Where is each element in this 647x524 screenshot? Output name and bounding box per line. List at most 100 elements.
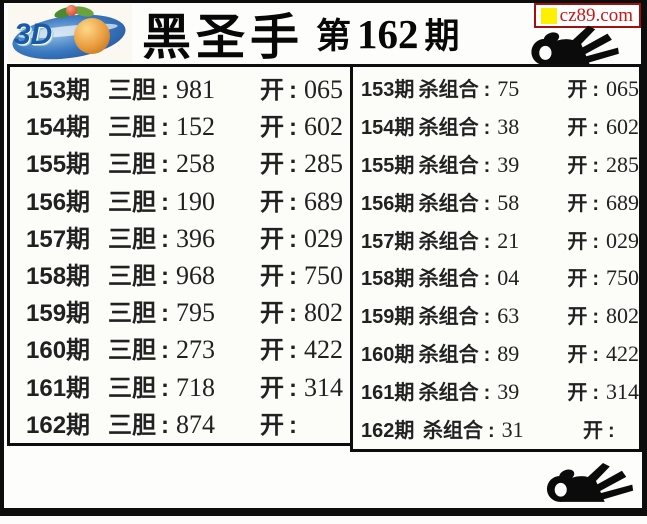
colon-separator: : bbox=[161, 151, 169, 179]
prediction-value: 874 bbox=[176, 409, 215, 439]
row-prediction: 杀组合:89 bbox=[419, 338, 568, 367]
row-issue: 157期 bbox=[26, 225, 91, 253]
table-row: 154期 杀组合:38 开:602 bbox=[353, 111, 639, 140]
row-issue: 158期 bbox=[26, 263, 91, 291]
prediction-label: 三胆 bbox=[108, 151, 156, 179]
prediction-value: 795 bbox=[176, 298, 215, 328]
ok-hand-signature-icon bbox=[546, 463, 634, 502]
row-prediction: 三胆:258 bbox=[108, 144, 260, 179]
3d-lottery-logo: 3D bbox=[8, 4, 132, 62]
row-result: 开:314 bbox=[260, 368, 343, 403]
table-row: 153期 杀组合:75 开:065 bbox=[353, 73, 639, 102]
table-row: 156期 三胆:190 开:689 bbox=[10, 182, 350, 217]
colon-separator: : bbox=[592, 154, 599, 177]
result-value: 802 bbox=[304, 298, 343, 328]
prediction-value: 58 bbox=[497, 189, 520, 215]
prediction-value: 258 bbox=[176, 149, 215, 179]
row-prediction: 杀组合:39 bbox=[419, 376, 568, 405]
colon-separator: : bbox=[161, 300, 169, 328]
row-prediction: 三胆:874 bbox=[108, 405, 260, 440]
prediction-label: 三胆 bbox=[108, 77, 156, 105]
prediction-label: 三胆 bbox=[108, 188, 156, 216]
colon-separator: : bbox=[289, 374, 297, 402]
colon-separator: : bbox=[161, 411, 169, 439]
prediction-label: 杀组合 bbox=[418, 268, 479, 291]
logo-cherry-icon bbox=[66, 5, 77, 16]
result-value: 602 bbox=[606, 114, 639, 140]
table-row: 155期 三胆:258 开:285 bbox=[10, 144, 350, 179]
logo-3d-text: 3D bbox=[14, 18, 53, 51]
colon-separator: : bbox=[592, 381, 599, 404]
row-issue: 162期 bbox=[361, 419, 415, 442]
open-label: 开 bbox=[260, 411, 284, 439]
site-url[interactable]: cz89.com bbox=[559, 5, 633, 26]
issue-prefix: 第 bbox=[316, 17, 352, 56]
prediction-label: 杀组合 bbox=[418, 154, 479, 177]
row-result: 开: bbox=[583, 414, 622, 443]
yellow-square-icon bbox=[540, 7, 557, 24]
result-value: 422 bbox=[304, 335, 343, 365]
row-result: 开:065 bbox=[260, 70, 343, 105]
row-prediction: 三胆:795 bbox=[108, 293, 260, 328]
row-issue: 161期 bbox=[26, 374, 91, 402]
open-label: 开 bbox=[260, 374, 284, 402]
table-row: 154期 三胆:152 开:602 bbox=[10, 107, 350, 142]
table-row: 153期 三胆:981 开:065 bbox=[10, 70, 350, 105]
prediction-label: 杀组合 bbox=[418, 192, 479, 215]
row-issue: 159期 bbox=[361, 306, 415, 329]
row-prediction: 杀组合:58 bbox=[419, 187, 568, 216]
prediction-value: 89 bbox=[497, 340, 520, 366]
kill-combo-table: 153期 杀组合:75 开:065 154期 杀组合:38 开:602 155期… bbox=[350, 64, 642, 452]
colon-separator: : bbox=[483, 154, 491, 177]
row-prediction: 三胆:968 bbox=[108, 256, 260, 291]
table-row: 157期 杀组合:21 开:029 bbox=[353, 225, 639, 254]
prediction-value: 21 bbox=[497, 227, 520, 253]
row-prediction: 杀组合:21 bbox=[419, 225, 568, 254]
colon-separator: : bbox=[289, 411, 297, 439]
result-value: 029 bbox=[304, 223, 343, 253]
row-result: 开:285 bbox=[567, 149, 639, 178]
colon-separator: : bbox=[289, 263, 297, 291]
result-value: 285 bbox=[606, 151, 639, 177]
colon-separator: : bbox=[483, 192, 491, 215]
result-value: 602 bbox=[304, 112, 343, 142]
colon-separator: : bbox=[161, 374, 169, 402]
colon-separator: : bbox=[289, 151, 297, 179]
colon-separator: : bbox=[161, 337, 169, 365]
three-dan-table: 153期 三胆:981 开:065 154期 三胆:152 开:602 155期… bbox=[7, 64, 353, 446]
colon-separator: : bbox=[161, 225, 169, 253]
row-issue: 157期 bbox=[361, 230, 415, 253]
prediction-value: 190 bbox=[176, 186, 215, 216]
row-result: 开:602 bbox=[260, 107, 343, 142]
open-label: 开 bbox=[567, 154, 588, 177]
result-value: 689 bbox=[304, 186, 343, 216]
row-result: 开:802 bbox=[567, 300, 639, 329]
row-issue: 156期 bbox=[26, 188, 91, 216]
row-prediction: 三胆:718 bbox=[108, 368, 260, 403]
row-issue: 162期 bbox=[26, 411, 91, 439]
prediction-value: 152 bbox=[176, 112, 215, 142]
table-row: 158期 杀组合:04 开:750 bbox=[353, 262, 639, 291]
row-prediction: 杀组合:31 bbox=[423, 414, 583, 443]
title-main: 黑圣手 bbox=[142, 11, 305, 65]
colon-separator: : bbox=[483, 343, 491, 366]
row-prediction: 杀组合:75 bbox=[419, 73, 568, 102]
prediction-label: 三胆 bbox=[108, 114, 156, 142]
result-value: 065 bbox=[304, 75, 343, 105]
colon-separator: : bbox=[483, 268, 491, 291]
prediction-value: 396 bbox=[176, 223, 215, 253]
site-badge[interactable]: cz89.com bbox=[533, 3, 641, 28]
row-prediction: 杀组合:38 bbox=[419, 111, 568, 140]
open-label: 开 bbox=[583, 419, 603, 442]
prediction-label: 杀组合 bbox=[423, 419, 483, 442]
colon-separator: : bbox=[289, 300, 297, 328]
table-row: 159期 杀组合:63 开:802 bbox=[353, 300, 639, 329]
table-row: 157期 三胆:396 开:029 bbox=[10, 219, 350, 254]
open-label: 开 bbox=[260, 188, 284, 216]
colon-separator: : bbox=[161, 114, 169, 142]
open-label: 开 bbox=[567, 343, 588, 366]
row-result: 开:422 bbox=[567, 338, 639, 367]
table-row: 159期 三胆:795 开:802 bbox=[10, 293, 350, 328]
row-prediction: 三胆:396 bbox=[108, 219, 260, 254]
